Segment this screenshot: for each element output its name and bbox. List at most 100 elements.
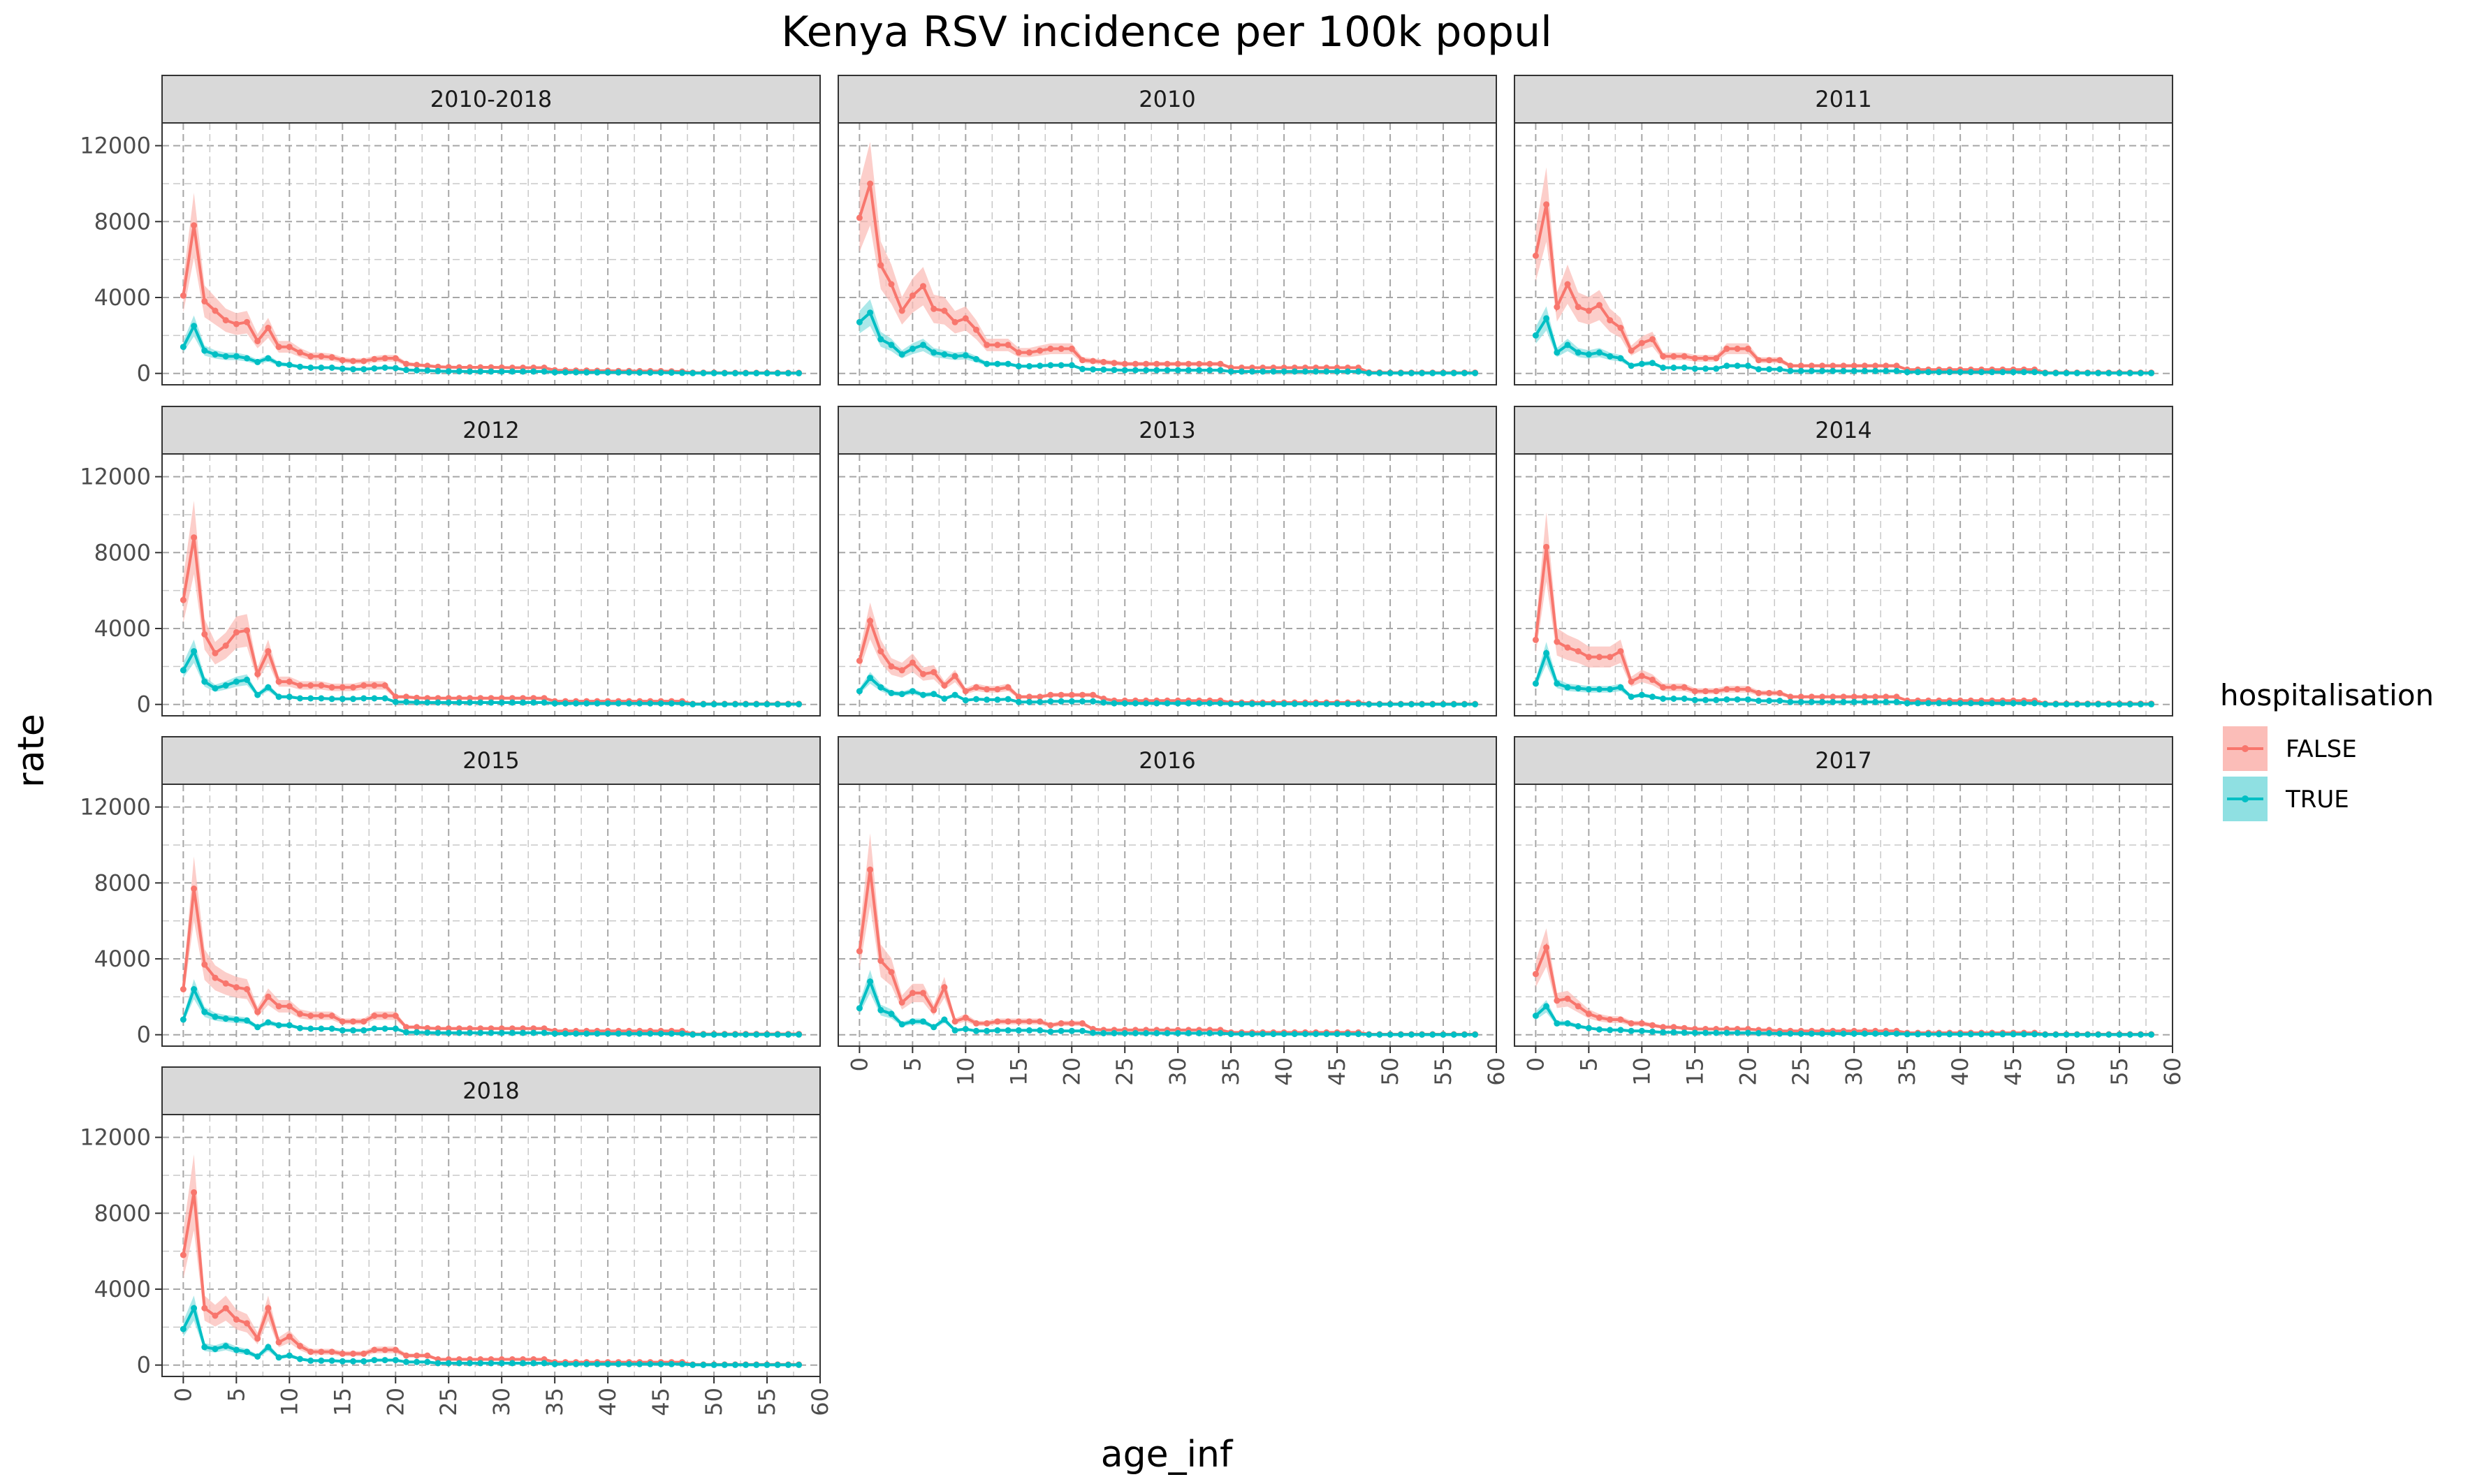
data-point [1596,1026,1602,1033]
data-point [1313,368,1320,375]
data-point [307,695,314,702]
data-point [328,354,335,361]
data-point [1861,698,1868,705]
data-point [710,1031,717,1038]
data-point [1628,1020,1635,1027]
data-point [1196,700,1203,707]
data-point [1079,1027,1086,1034]
data-point [1238,1031,1245,1038]
data-point [1734,362,1741,369]
data-point [1883,698,1890,705]
data-point [941,307,948,314]
x-tick-label: 10 [1628,1057,1655,1086]
data-point [1015,362,1022,369]
data-point [962,352,969,359]
data-point [286,693,293,700]
data-point [350,1027,356,1034]
data-point [2073,1031,2080,1038]
data-point [191,323,198,330]
data-point [1376,1031,1383,1038]
data-point [371,695,378,702]
data-point [1037,693,1044,700]
data-point [1005,696,1012,703]
data-point [1461,1031,1468,1038]
data-point [1607,654,1614,661]
data-point [1015,698,1022,705]
x-tick-label: 55 [2106,1057,2133,1086]
data-point [244,1017,250,1024]
facet-panel: 2014 [1514,406,2173,717]
data-point [1702,688,1709,695]
data-point [201,678,208,685]
chart-title: Kenya RSV incidence per 100k popul [781,8,1552,57]
data-point [445,699,452,706]
data-point [328,1013,335,1019]
data-point [455,1360,462,1367]
data-point [1026,362,1032,369]
data-point [275,360,282,367]
x-tick-label: 35 [1894,1057,1920,1086]
data-point [530,695,537,702]
data-point [414,699,421,706]
x-tick-label: 45 [1324,1057,1350,1086]
data-point [1164,1030,1171,1036]
data-point [856,318,863,325]
data-point [867,617,874,624]
x-tick-label: 5 [223,1388,249,1402]
data-point [668,1030,675,1037]
data-point [1989,700,1996,707]
data-point [1026,1018,1032,1025]
data-point [1755,357,1762,364]
data-point [1936,700,1943,707]
data-point [339,357,346,364]
data-point [1472,369,1479,376]
data-point [1366,369,1373,376]
data-point [1660,1029,1667,1036]
data-point [201,961,208,968]
data-point [1787,1030,1794,1037]
data-point [867,309,874,316]
data-point [796,1031,803,1038]
data-point [1819,693,1826,700]
legend-entry: FALSE [2223,726,2357,771]
data-point [1397,1031,1404,1038]
data-point [1713,355,1720,362]
data-point [909,345,916,352]
data-point [392,355,399,362]
data-point [1691,688,1698,695]
data-point [233,1346,240,1353]
data-point [877,1006,884,1013]
data-point [1617,684,1624,691]
data-point [403,367,409,374]
data-point [679,369,685,376]
data-point [615,700,622,707]
data-point [1755,1030,1762,1036]
data-point [498,1025,505,1032]
panel-border [161,784,821,1047]
data-point [233,1016,240,1023]
data-point [520,699,527,706]
data-point [1429,701,1436,707]
data-point [488,695,495,702]
data-point [867,866,874,873]
data-point [1617,355,1624,362]
data-point [2137,1031,2144,1038]
data-point [1840,1030,1847,1037]
data-point [520,368,527,375]
data-point [371,1025,378,1032]
data-point [1153,367,1160,374]
data-point [1015,1027,1022,1034]
data-point [774,1361,781,1368]
x-tick-label: 20 [1058,1057,1085,1086]
data-point [573,369,579,376]
data-point [1387,1031,1394,1038]
data-point [721,1361,728,1368]
data-point [455,695,462,702]
data-point [743,700,750,707]
data-point [764,369,771,376]
data-point [1967,369,1974,376]
data-point [275,344,282,351]
legend-label: FALSE [2286,735,2357,763]
data-point [191,1189,198,1196]
x-tick-label: 60 [807,1388,833,1416]
